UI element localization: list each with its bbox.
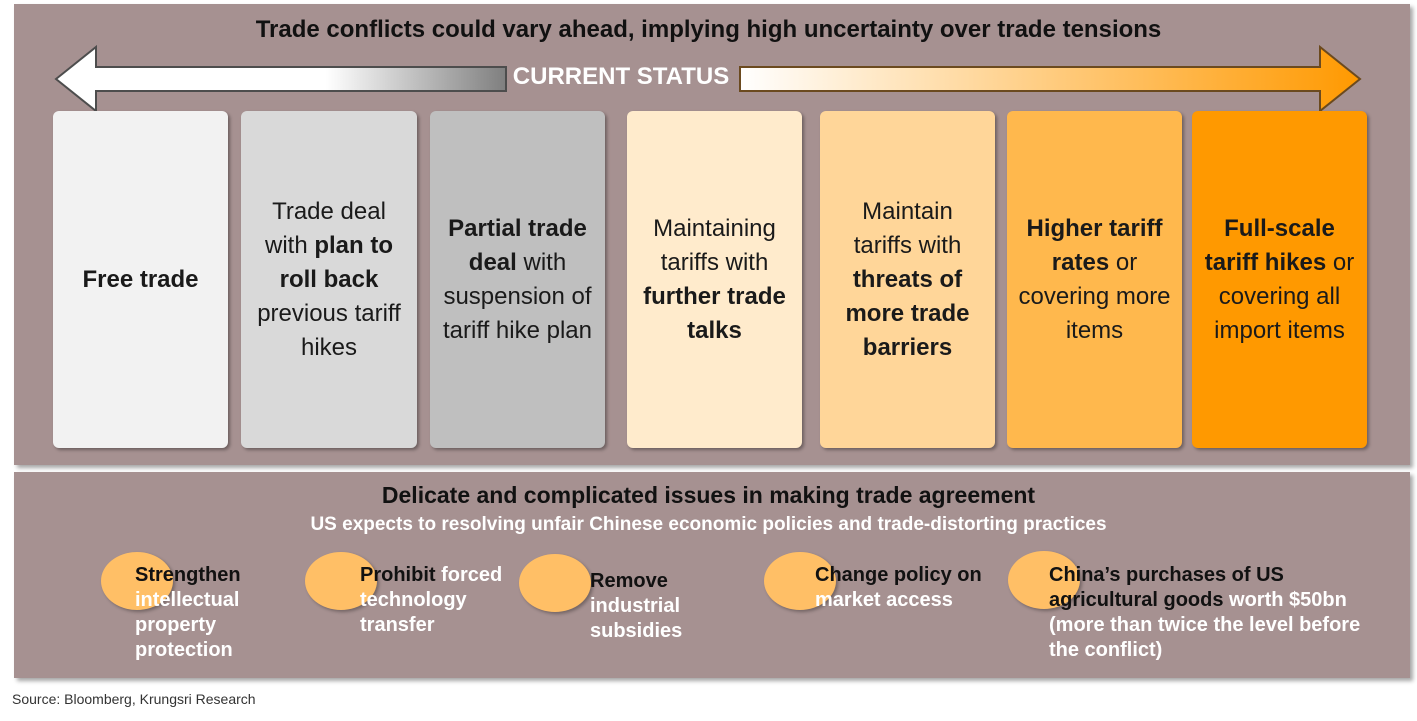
issue-lead: Remove [590,570,668,592]
issue-text-1: Strengthen intellectual property protect… [135,563,295,663]
issue-lead: Prohibit [360,564,436,586]
scenario-plain-text: or covering all import items [1214,248,1355,344]
scenario-card-1: Free trade [53,111,228,448]
scenario-plain-text: Maintain tariffs with [853,197,962,259]
scenario-text: Full-scale tariff hikes or covering all … [1202,212,1357,348]
agreement-subtitle: US expects to resolving unfair Chinese e… [310,514,1107,535]
scenario-bold-text: threats of more trade barriers [845,265,970,361]
uncertainty-arrows [54,44,1362,114]
scenario-text: Free trade [82,263,198,297]
scenario-bold-text: Higher tariff rates [1026,214,1163,276]
scenario-text: Maintaining tariffs with further trade t… [637,212,792,348]
scenario-bold-text: Full-scale tariff hikes [1204,214,1335,276]
scenario-card-3: Partial trade deal with suspension of ta… [430,111,605,448]
right-arrow [739,44,1362,114]
issue-detail: intellectual property protection [135,589,240,661]
scenario-card-6: Higher tariff rates or covering more ite… [1007,111,1182,448]
issue-text-2: Prohibit forced technology transfer [360,563,510,638]
left-arrow [54,44,507,114]
scenario-text: Partial trade deal with suspension of ta… [440,212,595,348]
issue-detail: market access [815,589,953,611]
main-title: Trade conflicts could vary ahead, implyi… [255,16,1162,43]
scenario-bold-text: Partial trade deal [448,214,587,276]
issue-lead: Change policy on [815,564,982,586]
scenario-bold-text: plan to roll back [279,231,393,293]
scenario-text: Trade deal with plan to roll back previo… [251,195,407,365]
issue-bubble-5 [1008,551,1080,609]
scenario-card-7: Full-scale tariff hikes or covering all … [1192,111,1367,448]
issue-detail: forced technology transfer [360,564,503,636]
issue-lead: China’s purchases of US agricultural goo… [1049,564,1284,611]
scenario-text: Maintain tariffs with threats of more tr… [830,195,985,365]
issue-bubble-1 [101,552,173,610]
scenario-plain-text: or covering more items [1018,248,1171,344]
current-status-label: CURRENT STATUS [512,63,730,90]
issue-bubble-2 [305,552,377,610]
agreement-panel [14,472,1410,678]
scenario-card-5: Maintain tariffs with threats of more tr… [820,111,995,448]
scenario-plain-text: Maintaining tariffs with [653,214,776,276]
scenario-bold-text: Free trade [82,265,199,293]
issue-text-5: China’s purchases of US agricultural goo… [1049,563,1369,663]
scenario-card-2: Trade deal with plan to roll back previo… [241,111,417,448]
issue-detail: worth $50bn (more than twice the level b… [1049,589,1361,661]
issue-text-3: Remove industrial subsidies [590,569,740,644]
source-note: Source: Bloomberg, Krungsri Research [12,691,256,707]
scenario-bold-text: further trade talks [643,282,786,344]
scenario-card-4: Maintaining tariffs with further trade t… [627,111,802,448]
scenario-text: Higher tariff rates or covering more ite… [1017,212,1172,348]
issue-bubble-3 [519,554,591,612]
scenario-plain-text: with suspension of tariff hike plan [443,248,592,344]
issue-bubble-4 [764,552,836,610]
issue-detail: industrial subsidies [590,595,683,642]
issue-lead: Strengthen [135,564,241,586]
issue-text-4: Change policy on market access [815,563,1005,613]
agreement-title: Delicate and complicated issues in makin… [381,482,1036,508]
scenario-plain-text: Trade deal with [264,197,386,259]
scenario-plain-text: previous tariff hikes [257,299,401,361]
